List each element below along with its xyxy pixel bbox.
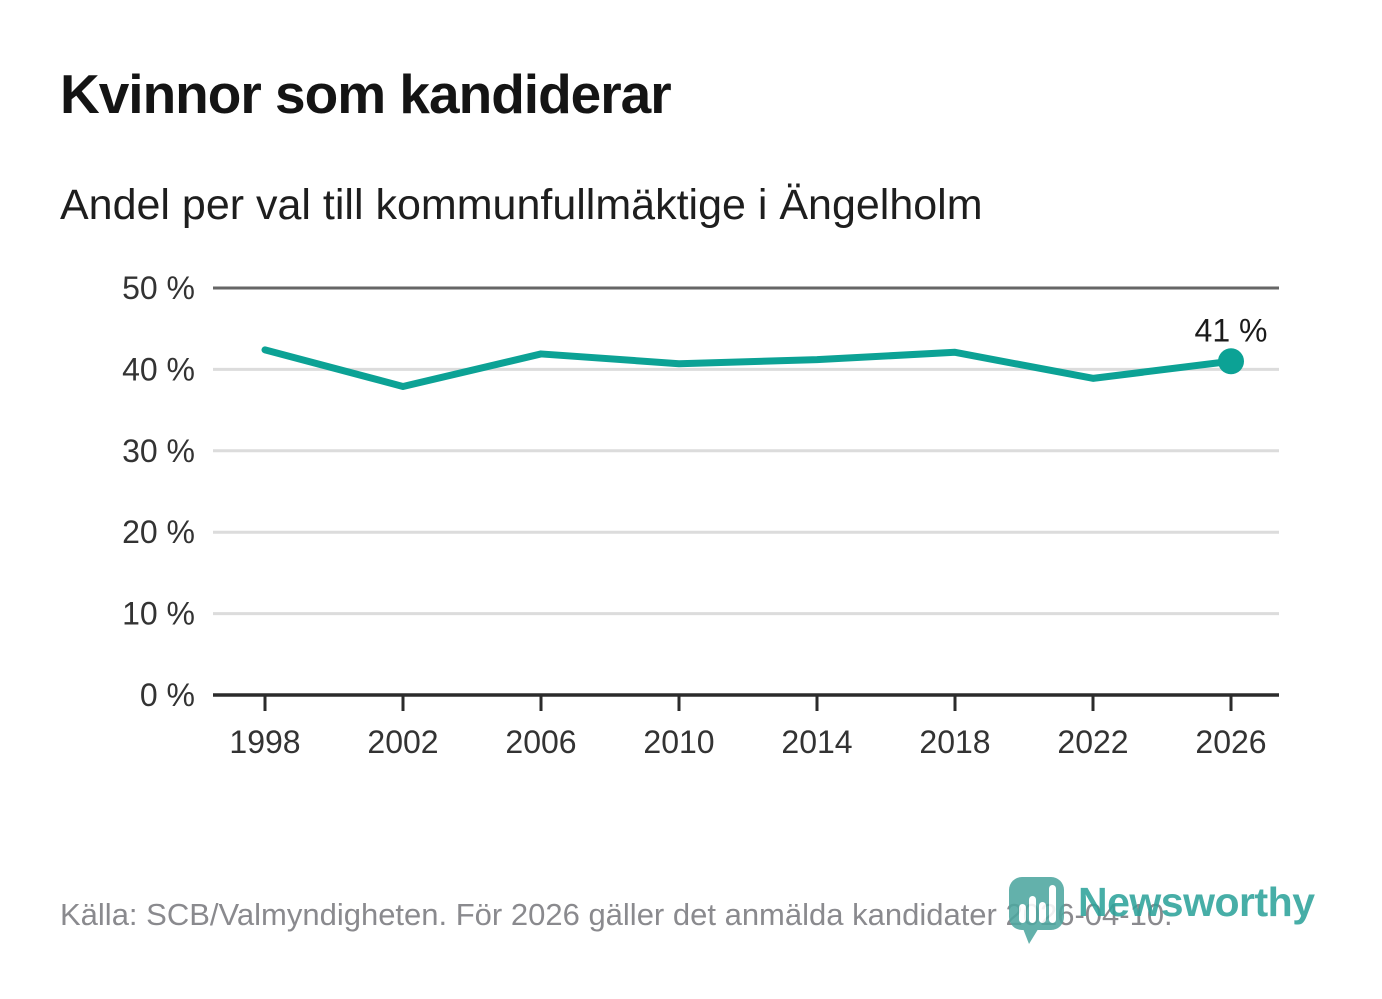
y-gridlines: 50 % 40 % 30 % 20 % 10 % 0 %: [122, 270, 1279, 713]
x-tick-label: 1998: [229, 724, 300, 760]
source-caption: Källa: SCB/Valmyndigheten. För 2026 gäll…: [60, 897, 1173, 932]
end-dot: [1218, 348, 1244, 375]
x-tick-label: 2010: [643, 724, 714, 760]
x-axis-ticks: 1998 2002 2006 2010 2014 2018 2022 2026: [229, 695, 1267, 760]
newsworthy-logo[interactable]: Newsworthy: [1008, 876, 1315, 944]
x-tick-label: 2026: [1195, 724, 1266, 760]
newsworthy-wordmark: Newsworthy: [1078, 879, 1315, 925]
end-value-label: 41 %: [1195, 312, 1268, 348]
y-tick-label: 40 %: [122, 351, 195, 387]
x-tick-label: 2002: [367, 724, 438, 760]
y-tick-label: 10 %: [122, 596, 195, 632]
y-tick-label: 20 %: [122, 514, 195, 550]
x-tick-label: 2018: [919, 724, 990, 760]
newsworthy-bubble-icon: [1009, 877, 1064, 944]
y-tick-label: 30 %: [122, 433, 195, 469]
x-tick-label: 2006: [505, 724, 576, 760]
x-tick-label: 2022: [1057, 724, 1128, 760]
y-tick-label: 0 %: [140, 677, 195, 713]
x-tick-label: 2014: [781, 724, 852, 760]
chart-subtitle: Andel per val till kommunfullmäktige i Ä…: [60, 181, 983, 229]
line-series: [261, 346, 1235, 390]
chart-title: Kvinnor som kandiderar: [60, 63, 672, 125]
y-tick-label: 50 %: [122, 270, 195, 306]
